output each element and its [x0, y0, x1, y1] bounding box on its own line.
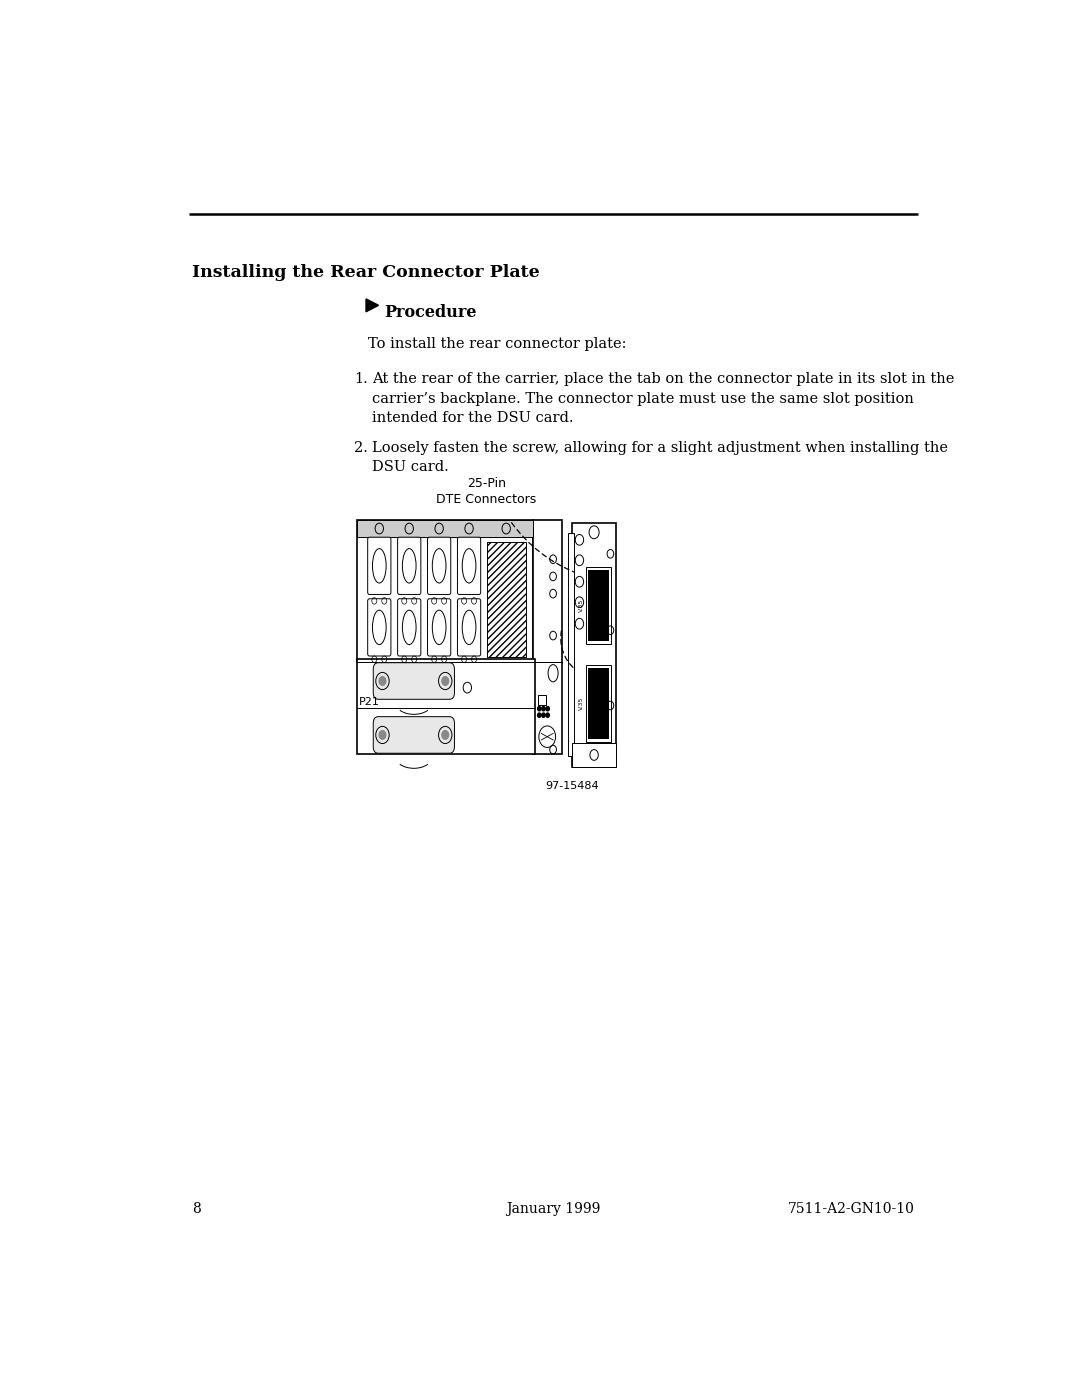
- Ellipse shape: [432, 610, 446, 644]
- Bar: [572, 522, 617, 767]
- Text: To install the rear connector plate:: To install the rear connector plate:: [367, 337, 626, 351]
- FancyBboxPatch shape: [428, 538, 450, 595]
- Bar: [589, 570, 608, 641]
- Text: V.35: V.35: [579, 599, 584, 612]
- Bar: [356, 521, 532, 662]
- Text: V.35: V.35: [579, 697, 584, 710]
- FancyBboxPatch shape: [458, 538, 481, 595]
- Circle shape: [546, 707, 550, 711]
- Ellipse shape: [373, 610, 387, 644]
- Bar: [586, 567, 611, 644]
- Circle shape: [542, 707, 545, 711]
- Bar: [586, 665, 611, 742]
- Circle shape: [546, 712, 550, 717]
- Bar: [572, 743, 617, 767]
- Text: January 1999: January 1999: [507, 1203, 600, 1217]
- Bar: [356, 521, 532, 536]
- Text: 1.: 1.: [354, 372, 368, 386]
- Text: Installing the Rear Connector Plate: Installing the Rear Connector Plate: [192, 264, 540, 281]
- FancyBboxPatch shape: [397, 599, 421, 657]
- Ellipse shape: [462, 549, 476, 583]
- Ellipse shape: [432, 549, 446, 583]
- Circle shape: [542, 712, 545, 717]
- Bar: [486, 542, 526, 657]
- FancyBboxPatch shape: [428, 599, 450, 657]
- Ellipse shape: [403, 549, 416, 583]
- Circle shape: [538, 712, 541, 717]
- Circle shape: [442, 676, 448, 686]
- Text: Loosely fasten the screw, allowing for a slight adjustment when installing the
D: Loosely fasten the screw, allowing for a…: [372, 441, 948, 475]
- Text: At the rear of the carrier, place the tab on the connector plate in its slot in : At the rear of the carrier, place the ta…: [372, 372, 955, 425]
- Circle shape: [538, 707, 541, 711]
- Text: 7511-A2-GN10-10: 7511-A2-GN10-10: [788, 1203, 915, 1217]
- Bar: [356, 659, 535, 754]
- Ellipse shape: [373, 549, 387, 583]
- Text: P21: P21: [360, 697, 380, 707]
- Text: Procedure: Procedure: [384, 305, 477, 321]
- Polygon shape: [366, 299, 379, 312]
- FancyBboxPatch shape: [397, 538, 421, 595]
- Text: 2.: 2.: [354, 441, 368, 455]
- Ellipse shape: [548, 665, 558, 682]
- Ellipse shape: [462, 610, 476, 644]
- Circle shape: [379, 676, 386, 686]
- Text: 97-15484: 97-15484: [545, 781, 598, 791]
- FancyBboxPatch shape: [374, 662, 455, 700]
- FancyBboxPatch shape: [367, 538, 391, 595]
- Circle shape: [379, 731, 386, 739]
- Bar: [538, 694, 546, 705]
- FancyBboxPatch shape: [458, 599, 481, 657]
- FancyBboxPatch shape: [367, 599, 391, 657]
- Text: 25-Pin
DTE Connectors: 25-Pin DTE Connectors: [436, 478, 537, 507]
- Circle shape: [442, 731, 448, 739]
- Bar: [532, 521, 562, 754]
- Text: 8: 8: [192, 1203, 201, 1217]
- Bar: [589, 668, 608, 739]
- Ellipse shape: [403, 610, 416, 644]
- Bar: [568, 534, 573, 756]
- FancyBboxPatch shape: [374, 717, 455, 753]
